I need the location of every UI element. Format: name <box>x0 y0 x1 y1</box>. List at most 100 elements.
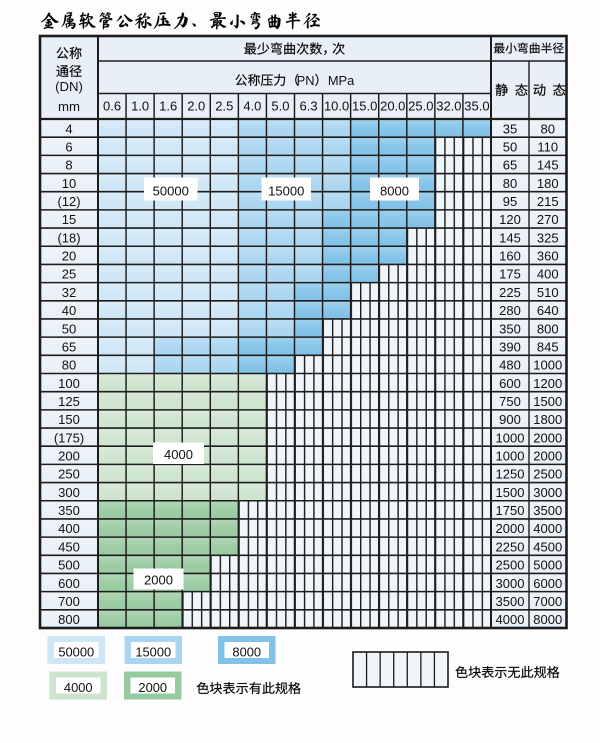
svg-text:50: 50 <box>503 139 517 154</box>
svg-text:25.0: 25.0 <box>408 99 433 114</box>
svg-text:6: 6 <box>65 139 72 154</box>
svg-text:8000: 8000 <box>232 645 261 660</box>
svg-text:4500: 4500 <box>533 539 562 554</box>
svg-text:450: 450 <box>58 539 80 554</box>
svg-text:1000: 1000 <box>496 449 525 464</box>
svg-text:110: 110 <box>537 139 558 154</box>
svg-text:1200: 1200 <box>533 376 562 391</box>
svg-text:2250: 2250 <box>496 539 525 554</box>
svg-text:390: 390 <box>499 339 521 354</box>
svg-text:400: 400 <box>58 521 80 536</box>
svg-text:360: 360 <box>537 249 559 264</box>
svg-text:350: 350 <box>499 321 521 336</box>
svg-text:32: 32 <box>62 285 76 300</box>
svg-text:1500: 1500 <box>533 394 562 409</box>
svg-text:8: 8 <box>65 158 72 173</box>
svg-text:150: 150 <box>58 412 80 427</box>
svg-text:(175): (175) <box>54 430 84 445</box>
svg-text:32.0: 32.0 <box>436 99 461 114</box>
svg-text:4000: 4000 <box>496 612 525 627</box>
svg-text:120: 120 <box>499 212 521 227</box>
svg-text:750: 750 <box>499 394 521 409</box>
svg-text:95: 95 <box>503 194 517 209</box>
svg-text:15: 15 <box>62 212 76 227</box>
svg-text:7000: 7000 <box>533 594 562 609</box>
svg-text:3500: 3500 <box>533 503 562 518</box>
svg-text:mm: mm <box>58 99 80 114</box>
svg-text:4.0: 4.0 <box>243 99 261 114</box>
svg-text:1.6: 1.6 <box>159 99 177 114</box>
svg-text:8000: 8000 <box>380 184 409 199</box>
svg-text:2500: 2500 <box>533 467 562 482</box>
svg-text:225: 225 <box>499 285 521 300</box>
svg-text:20: 20 <box>62 249 76 264</box>
svg-text:8000: 8000 <box>533 612 562 627</box>
svg-text:1500: 1500 <box>496 485 525 500</box>
svg-text:200: 200 <box>58 449 80 464</box>
svg-text:325: 325 <box>537 230 559 245</box>
svg-text:400: 400 <box>537 267 559 282</box>
svg-text:6000: 6000 <box>533 576 562 591</box>
svg-text:2000: 2000 <box>496 521 525 536</box>
svg-text:280: 280 <box>499 303 521 318</box>
svg-text:15000: 15000 <box>268 184 304 199</box>
svg-text:2.5: 2.5 <box>215 99 233 114</box>
svg-text:145: 145 <box>499 230 521 245</box>
svg-text:3000: 3000 <box>533 485 562 500</box>
svg-text:40: 40 <box>62 303 76 318</box>
svg-text:800: 800 <box>58 612 80 627</box>
svg-text:2000: 2000 <box>533 449 562 464</box>
svg-text:5000: 5000 <box>533 558 562 573</box>
svg-text:80: 80 <box>503 176 517 191</box>
svg-text:125: 125 <box>58 394 80 409</box>
svg-text:160: 160 <box>499 249 521 264</box>
svg-text:50000: 50000 <box>58 645 94 660</box>
svg-text:2000: 2000 <box>533 430 562 445</box>
svg-text:1000: 1000 <box>533 358 562 373</box>
svg-text:215: 215 <box>537 194 559 209</box>
svg-text:700: 700 <box>58 594 80 609</box>
svg-text:4000: 4000 <box>164 447 193 462</box>
svg-text:25: 25 <box>62 267 76 282</box>
svg-text:250: 250 <box>58 467 80 482</box>
svg-text:(12): (12) <box>57 194 80 209</box>
svg-text:1250: 1250 <box>496 467 525 482</box>
svg-text:4000: 4000 <box>64 680 93 695</box>
svg-text:300: 300 <box>58 485 80 500</box>
svg-text:50000: 50000 <box>153 184 189 199</box>
svg-text:600: 600 <box>499 376 521 391</box>
svg-text:600: 600 <box>58 576 80 591</box>
svg-text:80: 80 <box>541 121 555 136</box>
svg-text:145: 145 <box>537 158 559 173</box>
svg-text:270: 270 <box>537 212 559 227</box>
svg-text:480: 480 <box>499 358 521 373</box>
svg-text:(18): (18) <box>57 230 80 245</box>
svg-text:15000: 15000 <box>135 645 171 660</box>
svg-text:640: 640 <box>537 303 559 318</box>
svg-text:1000: 1000 <box>496 430 525 445</box>
svg-text:4: 4 <box>65 121 72 136</box>
svg-text:0.6: 0.6 <box>103 99 121 114</box>
svg-text:1.0: 1.0 <box>131 99 149 114</box>
svg-text:175: 175 <box>499 267 521 282</box>
svg-text:20.0: 20.0 <box>380 99 405 114</box>
svg-text:2500: 2500 <box>496 558 525 573</box>
svg-text:2000: 2000 <box>138 680 167 695</box>
svg-text:10.0: 10.0 <box>324 99 349 114</box>
svg-text:845: 845 <box>537 339 559 354</box>
svg-text:5.0: 5.0 <box>271 99 289 114</box>
svg-text:2.0: 2.0 <box>187 99 205 114</box>
svg-text:180: 180 <box>537 176 559 191</box>
svg-text:500: 500 <box>58 558 80 573</box>
svg-text:4000: 4000 <box>533 521 562 536</box>
svg-text:2000: 2000 <box>144 573 173 588</box>
svg-text:1750: 1750 <box>496 503 525 518</box>
svg-text:MPa: MPa <box>328 73 355 88</box>
svg-text:800: 800 <box>537 321 559 336</box>
svg-text:10: 10 <box>62 176 76 191</box>
svg-text:PN: PN <box>297 73 315 88</box>
svg-text:35: 35 <box>503 121 517 136</box>
svg-text:100: 100 <box>58 376 80 391</box>
svg-text:3500: 3500 <box>496 594 525 609</box>
svg-text:15.0: 15.0 <box>352 99 377 114</box>
